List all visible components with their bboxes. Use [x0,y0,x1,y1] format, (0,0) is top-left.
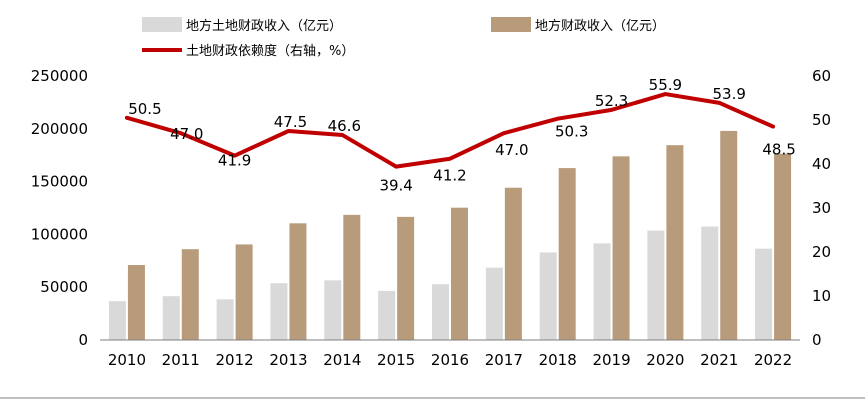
bar-land-revenue-2021 [701,226,719,340]
x-axis-tick-label: 2021 [700,351,738,369]
bar-land-revenue-2014 [324,280,342,340]
left-axis-tick-label: 200000 [31,120,88,138]
x-axis-tick-label: 2011 [162,351,200,369]
line-data-label-2015: 39.4 [379,177,412,195]
bar-fiscal-revenue-2010 [127,265,145,340]
bar-fiscal-revenue-2018 [558,168,576,340]
x-axis-tick-label: 2014 [323,351,361,369]
data-labels-group: 50.5 47.0 41.9 47.5 46.6 39.4 41.2 47.0 50.3 52.3… [128,76,796,195]
bar-land-revenue-2010 [108,301,126,340]
bar-fiscal-revenue-2011 [181,249,199,340]
line-data-label-2010: 50.5 [128,100,161,118]
line-data-label-2014: 46.6 [328,117,361,135]
line-data-label-2011: 47.0 [170,125,203,143]
bar-fiscal-revenue-2022 [774,153,792,340]
bar-land-revenue-2016 [432,284,449,340]
legend-label-1: 地方土地财政收入（亿元） [186,18,342,34]
bar-fiscal-revenue-2012 [235,244,253,340]
axes: 0 50000 100000 150000 200000 250000 0 10 20 30 40 5… [31,67,831,369]
bar-series-group [108,130,792,340]
bar-land-revenue-2013 [270,283,288,340]
bar-fiscal-revenue-2019 [612,156,630,340]
bar-fiscal-revenue-2020 [666,145,684,340]
line-data-label-2021: 53.9 [713,85,746,103]
line-data-label-2018: 50.3 [555,123,588,141]
x-axis-tick-label: 2017 [485,351,523,369]
line-data-label-2022: 48.5 [762,141,795,159]
right-axis-tick-label: 0 [812,331,822,349]
x-axis-tick-label: 2010 [108,351,146,369]
legend-swatch-1 [142,17,182,32]
bar-fiscal-revenue-2013 [289,223,307,340]
left-axis-tick-label: 250000 [31,67,88,85]
x-axis-tick-label: 2012 [216,351,254,369]
right-axis-tick-label: 50 [812,111,831,129]
line-data-label-2017: 47.0 [495,141,528,159]
bar-land-revenue-2022 [755,248,773,340]
right-axis-tick-label: 30 [812,199,831,217]
line-data-label-2019: 52.3 [595,92,628,110]
x-axis-tick-label: 2019 [592,351,630,369]
bar-land-revenue-2012 [216,299,234,340]
x-axis-tick-label: 2022 [754,351,792,369]
legend-swatch-2 [491,17,531,32]
left-axis-tick-label: 50000 [40,278,88,296]
x-axis-tick-label: 2018 [539,351,577,369]
x-axis-tick-label: 2016 [431,351,469,369]
line-series-group [124,92,776,169]
bar-land-revenue-2019 [593,243,611,340]
dependency-ratio-line [124,92,776,169]
bar-fiscal-revenue-2016 [451,207,468,340]
bar-land-revenue-2015 [378,290,396,340]
line-data-label-2013: 47.5 [274,113,307,131]
bar-land-revenue-2018 [539,252,557,340]
legend: 地方土地财政收入（亿元） 地方财政收入（亿元） 土地财政依赖度（右轴，%） [142,17,665,59]
line-data-label-2016: 41.2 [433,167,466,185]
legend-label-2: 地方财政收入（亿元） [535,18,665,34]
left-axis-tick-label: 100000 [31,225,88,243]
right-axis-tick-label: 10 [812,287,831,305]
bar-land-revenue-2017 [485,267,503,340]
bar-fiscal-revenue-2014 [343,214,361,340]
x-axis-tick-label: 2015 [377,351,415,369]
right-axis-tick-label: 40 [812,155,831,173]
left-axis-tick-label: 150000 [31,173,88,191]
left-axis-tick-label: 0 [78,331,88,349]
legend-label-3: 土地财政依赖度（右轴，%） [186,43,354,59]
bar-fiscal-revenue-2015 [397,216,415,340]
line-data-label-2012: 41.9 [218,152,251,170]
right-axis-tick-label: 20 [812,243,831,261]
x-axis-tick-label: 2020 [646,351,684,369]
bar-land-revenue-2020 [647,230,665,340]
line-data-label-2020: 55.9 [649,76,682,94]
x-axis-tick-label: 2013 [269,351,307,369]
right-axis-tick-label: 60 [812,67,831,85]
bar-fiscal-revenue-2021 [720,130,738,340]
bar-land-revenue-2011 [162,296,180,340]
bar-fiscal-revenue-2017 [504,187,522,340]
